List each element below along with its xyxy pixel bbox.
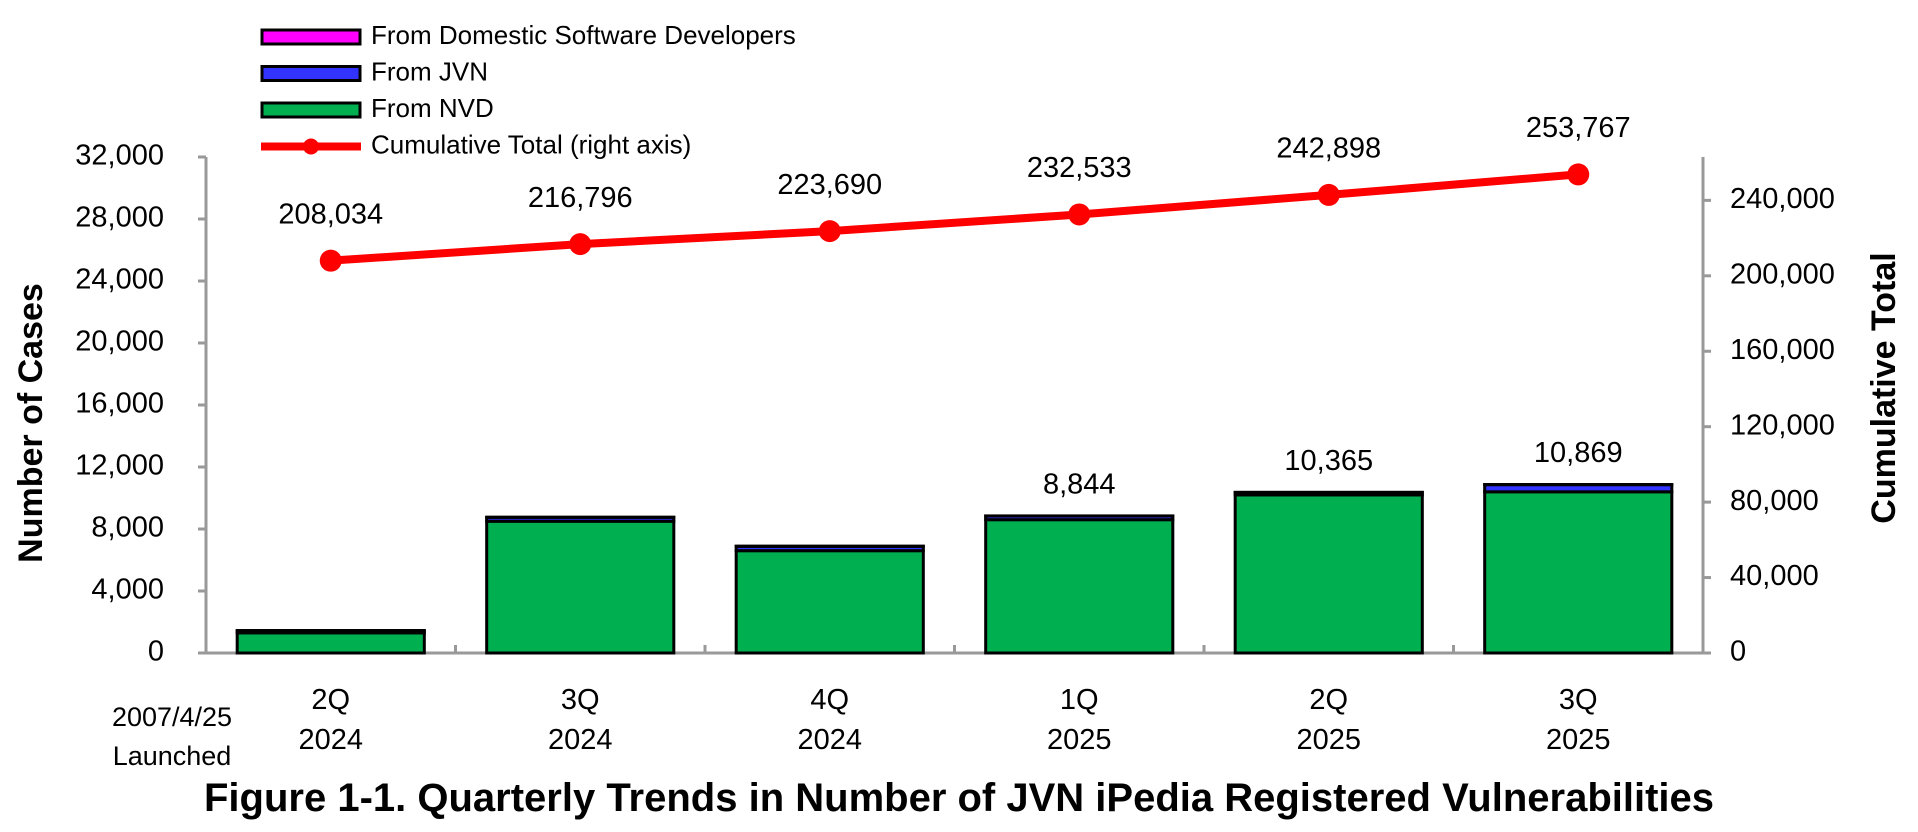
x-tick-label: 3Q 2024 — [547, 684, 613, 756]
y-tick-label: 0 — [148, 636, 164, 668]
line-value-label: 216,796 — [528, 182, 633, 214]
y-axis-title: Number of Cases — [12, 283, 50, 563]
line-value-label: 253,767 — [1526, 112, 1631, 144]
bar-segment — [1233, 493, 1424, 655]
y2-tick-label: 0 — [1730, 636, 1746, 668]
y-tick-label: 24,000 — [75, 264, 164, 296]
y2-tick-label: 80,000 — [1730, 485, 1819, 517]
line-point — [1567, 163, 1590, 186]
line-point — [1317, 183, 1340, 206]
legend-label: From Domestic Software Developers — [371, 20, 796, 50]
line-value-label: 208,034 — [278, 198, 383, 230]
annotation: 2007/4/25 Launched — [111, 702, 233, 771]
bar-segment — [1483, 490, 1674, 655]
y2-tick-label: 240,000 — [1730, 183, 1835, 215]
line-value-label: 232,533 — [1027, 152, 1132, 184]
line-point — [319, 249, 342, 272]
bar-total-label: 10,365 — [1284, 445, 1373, 477]
bar-total-label: 8,844 — [1043, 469, 1116, 501]
line-point — [1068, 203, 1091, 226]
y-tick-label: 8,000 — [91, 512, 164, 544]
x-tick-label: 4Q 2024 — [797, 684, 863, 756]
x-tick-label: 1Q 2025 — [1046, 684, 1112, 756]
legend-label: From NVD — [371, 93, 494, 123]
bar-segment — [734, 549, 925, 655]
bar-segment — [485, 519, 676, 655]
x-tick-label: 2Q 2025 — [1296, 684, 1362, 756]
y-tick-label: 12,000 — [75, 450, 164, 482]
y2-tick-label: 120,000 — [1730, 409, 1835, 441]
y2-tick-label: 40,000 — [1730, 560, 1819, 592]
bar-total-label: 10,869 — [1534, 437, 1623, 469]
legend-label: Cumulative Total (right axis) — [371, 129, 691, 159]
y2-axis-title: Cumulative Total — [1865, 252, 1903, 523]
bar-segment — [235, 631, 426, 655]
bar-segment — [984, 518, 1175, 655]
y-tick-label: 4,000 — [91, 574, 164, 606]
y-tick-label: 28,000 — [75, 202, 164, 234]
line — [330, 170, 1579, 265]
legend-swatch — [260, 101, 362, 119]
legend-label: From JVN — [371, 56, 488, 86]
y-tick-label: 16,000 — [75, 388, 164, 420]
chart-title: Figure 1-1. Quarterly Trends in Number o… — [203, 776, 1715, 820]
line-point — [569, 233, 592, 256]
line-point — [818, 220, 841, 243]
y-tick-label: 32,000 — [75, 140, 164, 172]
line-value-label: 223,690 — [777, 169, 882, 201]
y2-tick-label: 200,000 — [1730, 258, 1835, 290]
legend-swatch — [260, 28, 362, 46]
line-value-label: 242,898 — [1276, 133, 1381, 165]
y-tick-label: 20,000 — [75, 326, 164, 358]
legend-marker — [303, 138, 319, 155]
x-tick-label: 2Q 2024 — [298, 684, 364, 756]
legend-swatch — [260, 65, 362, 82]
x-tick-label: 3Q 2025 — [1545, 684, 1611, 756]
y2-tick-label: 160,000 — [1730, 334, 1835, 366]
